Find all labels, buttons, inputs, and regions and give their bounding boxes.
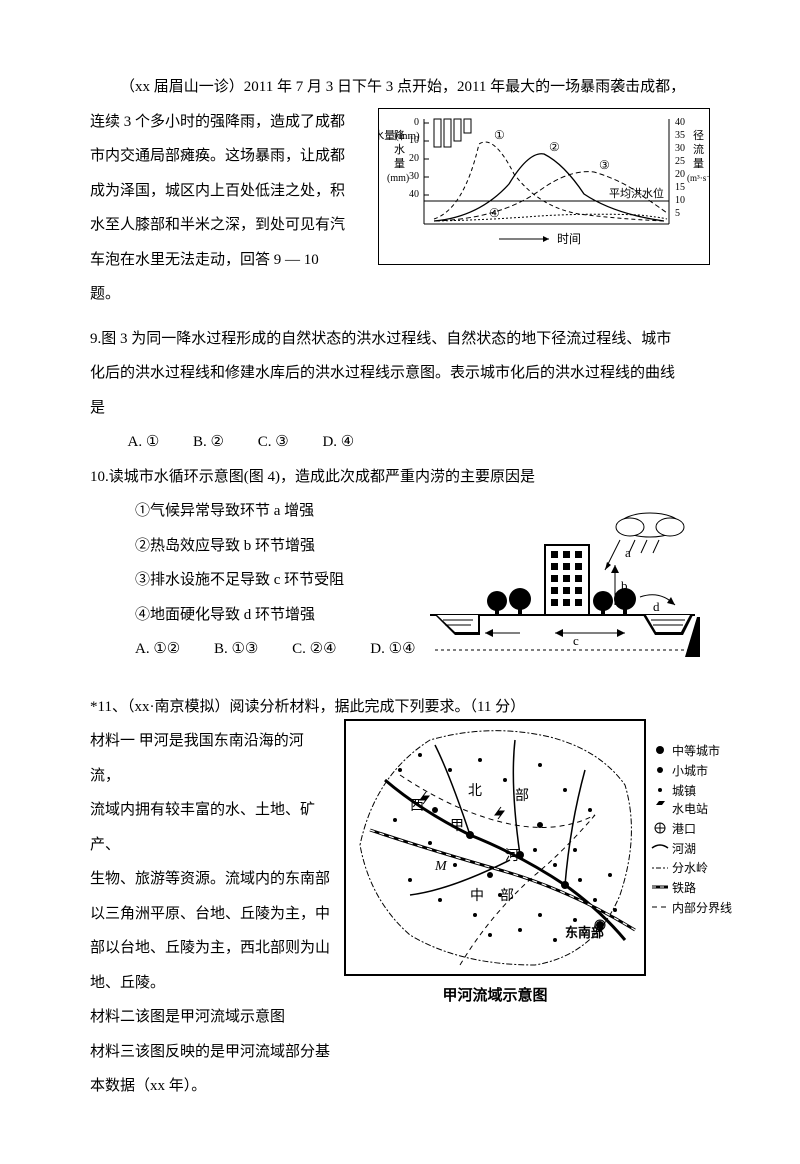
svg-text:铁路: 铁路 bbox=[672, 880, 696, 895]
option-a: A. ① bbox=[128, 425, 160, 460]
svg-text:水电站: 水电站 bbox=[672, 802, 708, 816]
q11-line: 以三角洲平原、台地、丘陵为主，中 bbox=[90, 897, 330, 932]
point-m-label: M bbox=[434, 859, 448, 874]
region-label: 东南部 bbox=[565, 925, 604, 940]
building-icon bbox=[545, 545, 589, 615]
intro-line: 水至人膝部和半米之深，到处可见有汽 bbox=[90, 208, 350, 243]
intro-line: （xx 届眉山一诊）2011 年 7 月 3 日下午 3 点开始，2011 年最… bbox=[90, 70, 710, 105]
svg-text:港口: 港口 bbox=[672, 822, 696, 836]
avg-flood-label: 平均洪水位 bbox=[609, 186, 664, 200]
q9-stem: 化后的洪水过程线和修建水库后的洪水过程线示意图。表示城市化后的洪水过程线的曲线 bbox=[90, 356, 710, 391]
option-c: C. ②④ bbox=[292, 632, 336, 667]
ytick-r: 40 bbox=[675, 117, 685, 128]
intro-line: 车泡在水里无法走动，回答 9 — 10 题。 bbox=[90, 243, 350, 312]
q11-line: 材料二该图是甲河流域示意图 bbox=[90, 1000, 330, 1035]
svg-text:流: 流 bbox=[693, 142, 704, 156]
region-label: 北 bbox=[468, 783, 482, 799]
svg-text:中等城市: 中等城市 bbox=[672, 743, 720, 758]
option-a: A. ①② bbox=[135, 632, 180, 667]
question-9: 9.图 3 为同一降水过程形成的自然状态的洪水过程线、自然状态的地下径流过程线、… bbox=[90, 322, 710, 460]
q9-stem: 9.图 3 为同一降水过程形成的自然状态的洪水过程线、自然状态的地下径流过程线、… bbox=[90, 322, 710, 357]
question-10: 10.读城市水循环示意图(图 4)，造成此次成都严重内涝的主要原因是 ①气候异常… bbox=[90, 460, 710, 690]
intro-block: （xx 届眉山一诊）2011 年 7 月 3 日下午 3 点开始，2011 年最… bbox=[90, 70, 710, 312]
flood-curve-chart: 0 10 20 30 40 40 35 30 25 20 15 10 5 bbox=[378, 108, 710, 265]
q11-line: 部以台地、丘陵为主，西北部则为山 bbox=[90, 931, 330, 966]
svg-text:(mm): (mm) bbox=[387, 173, 409, 184]
region-label: 中 bbox=[470, 888, 484, 904]
ytick: 40 bbox=[409, 189, 419, 200]
svg-text:内部分界线: 内部分界线 bbox=[672, 900, 732, 915]
ytick-r: 10 bbox=[675, 195, 685, 206]
series-label: ① bbox=[494, 128, 505, 142]
urban-water-cycle-diagram: a b d bbox=[425, 505, 700, 660]
q11-line: 本数据（xx 年）。 bbox=[90, 1069, 330, 1104]
ytick-r: 35 bbox=[675, 130, 685, 141]
svg-text:分水岭: 分水岭 bbox=[672, 861, 708, 875]
q10-stem: 10.读城市水循环示意图(图 4)，造成此次成都严重内涝的主要原因是 bbox=[90, 460, 710, 495]
ytick-r: 5 bbox=[675, 208, 680, 219]
option-b: B. ② bbox=[193, 425, 224, 460]
ytick: 20 bbox=[409, 153, 419, 164]
ytick: 0 bbox=[414, 117, 419, 128]
intro-line: 成为泽国，城区内上百处低洼之处，积 bbox=[90, 174, 350, 209]
region-label: 西 bbox=[410, 799, 424, 814]
option-c: C. ③ bbox=[258, 425, 289, 460]
intro-line: 市内交通局部瘫痪。这场暴雨，让成都 bbox=[90, 139, 350, 174]
svg-text:城镇: 城镇 bbox=[672, 784, 696, 798]
q9-stem: 是 bbox=[90, 391, 710, 426]
q10-item: ④地面硬化导致 d 环节增强 bbox=[90, 598, 445, 633]
q10-item: ①气候异常导致环节 a 增强 bbox=[90, 494, 445, 529]
region-label: 部 bbox=[515, 788, 529, 804]
ytick-r: 30 bbox=[675, 143, 685, 154]
axis-right-label-v: 径 bbox=[693, 129, 704, 142]
svg-text:量: 量 bbox=[394, 157, 405, 170]
axis-bottom-label: 时间 bbox=[557, 232, 581, 246]
cloud-icon bbox=[616, 513, 684, 537]
ytick-r: 25 bbox=[675, 156, 685, 167]
q10-item: ②热岛效应导致 b 环节增强 bbox=[90, 529, 445, 564]
axis-left-label-v: 降 bbox=[394, 128, 405, 142]
option-d: D. ①④ bbox=[370, 632, 415, 667]
q11-line: 地、丘陵。 bbox=[90, 966, 330, 1001]
basin-map: 西 北 部 甲 河 中 部 M 东南部 甲河流域示意图 中等城市 小城市 城镇 … bbox=[340, 715, 740, 1015]
label-a: a bbox=[625, 545, 631, 560]
svg-text:河湖: 河湖 bbox=[672, 841, 696, 856]
map-title: 甲河流域示意图 bbox=[442, 986, 547, 1004]
svg-text:小城市: 小城市 bbox=[672, 763, 708, 778]
q10-item: ③排水设施不足导致 c 环节受阻 bbox=[90, 563, 445, 598]
ytick-r: 15 bbox=[675, 182, 685, 193]
label-d: d bbox=[653, 599, 660, 614]
series-label: ② bbox=[549, 140, 560, 154]
series-label: ③ bbox=[599, 158, 610, 172]
question-11: *11、（xx·南京模拟）阅读分析材料，据此完成下列要求。（11 分） 材料一 … bbox=[90, 690, 710, 1104]
q9-options: A. ① B. ② C. ③ D. ④ bbox=[90, 425, 710, 460]
region-label: 河 bbox=[505, 848, 519, 864]
q11-line: 材料三该图反映的是甲河流域部分基 bbox=[90, 1035, 330, 1070]
q11-line: 流域内拥有较丰富的水、土地、矿产、 bbox=[90, 793, 330, 862]
region-label: 甲 bbox=[450, 819, 464, 834]
svg-text:(m³·s⁻¹): (m³·s⁻¹) bbox=[687, 173, 710, 183]
map-legend: 中等城市 小城市 城镇 水电站 港口 河湖 分水岭 铁路 内部分界线 bbox=[652, 743, 732, 915]
ytick-r: 20 bbox=[675, 169, 685, 180]
ytick: 30 bbox=[409, 171, 419, 182]
option-b: B. ①③ bbox=[214, 632, 258, 667]
label-c: c bbox=[573, 633, 579, 648]
svg-text:量: 量 bbox=[693, 157, 704, 170]
q11-line: 材料一 甲河是我国东南沿海的河流， bbox=[90, 724, 330, 793]
q11-line: 生物、旅游等资源。流域内的东南部 bbox=[90, 862, 330, 897]
region-label: 部 bbox=[500, 888, 514, 904]
exam-page: （xx 届眉山一诊）2011 年 7 月 3 日下午 3 点开始，2011 年最… bbox=[0, 0, 800, 1164]
option-d: D. ④ bbox=[322, 425, 354, 460]
series-label: ④ bbox=[489, 206, 500, 220]
svg-text:水: 水 bbox=[394, 143, 405, 156]
